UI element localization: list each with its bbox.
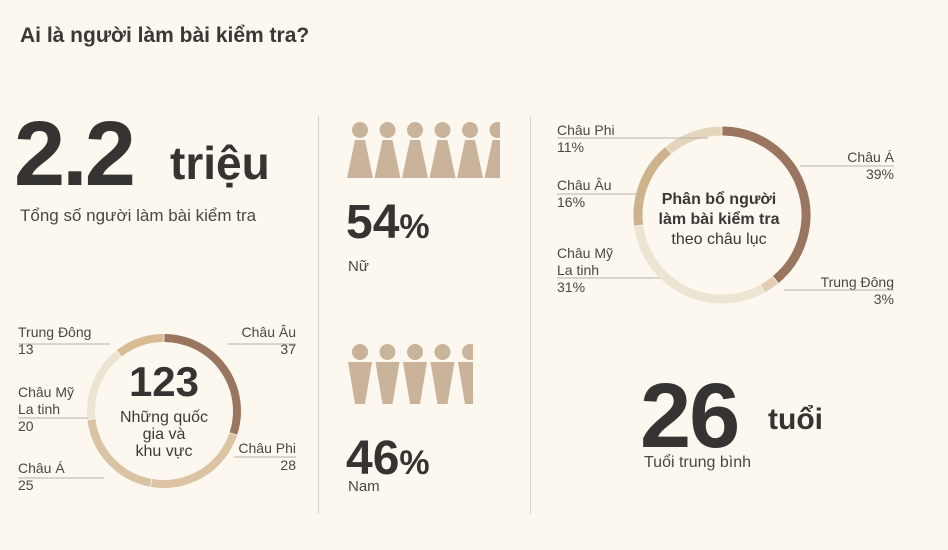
female-value: 54% — [346, 196, 430, 254]
left-label-europe-name: Châu Âu — [241, 324, 296, 340]
left-ring-slice-africa — [150, 432, 237, 488]
left-ring-center-value: 123 — [128, 358, 200, 405]
left-ring-caption-line2: gia và — [142, 426, 186, 443]
right-label-latam-name2: La tinh — [557, 262, 600, 278]
male-value-number: 46 — [346, 432, 400, 485]
left-label-asia-value: 25 — [18, 477, 34, 493]
right-label-asia: Châu Á 39% — [834, 149, 894, 183]
left-ring-slice-europe — [164, 334, 241, 435]
left-label-latam-name1: Châu Mỹ — [18, 384, 75, 400]
male-figure-icon — [430, 344, 455, 404]
right-label-middle-east-value: 3% — [873, 291, 894, 307]
right-ring-caption-line3: theo châu lục — [671, 231, 767, 248]
left-label-europe: Châu Âu 37 — [240, 324, 296, 358]
right-ring-slice-latam — [634, 225, 765, 304]
male-figure-icon — [403, 344, 427, 404]
total-value: 2.2 — [14, 103, 136, 205]
female-figure-icon — [374, 122, 401, 178]
left-label-africa-value: 28 — [280, 457, 296, 473]
page-title: Ai là người làm bài kiểm tra? — [20, 24, 310, 47]
divider-right — [530, 116, 531, 514]
male-figure-icon — [458, 344, 473, 404]
left-ring-caption-line1: Những quốc — [119, 409, 209, 426]
age-value: 26 — [640, 365, 740, 467]
male-figure-icon — [348, 344, 372, 404]
left-ring-slice-middle-east — [116, 334, 164, 357]
female-figure-icon — [484, 122, 500, 178]
right-label-latam: Châu Mỹ La tinh 31% — [557, 245, 613, 296]
left-ring-caption-line3: khu vực — [135, 443, 193, 460]
right-ring-slice-middle-east — [760, 276, 779, 293]
left-label-asia-name: Châu Á — [18, 460, 65, 476]
right-ring-center-caption: Phân bổ người làm bài kiểm tra theo châu… — [644, 190, 794, 250]
right-ring-slice-asia — [722, 126, 811, 283]
left-label-asia: Châu Á 25 — [18, 460, 65, 494]
right-label-europe-value: 16% — [557, 194, 586, 210]
right-label-africa: Châu Phi 11% — [557, 122, 615, 156]
female-value-pct: % — [399, 208, 430, 246]
female-figure-icon — [402, 122, 428, 178]
left-label-europe-value: 37 — [280, 341, 296, 357]
left-label-middle-east-name: Trung Đông — [18, 324, 92, 340]
male-label: Nam — [348, 478, 380, 495]
right-label-africa-value: 11% — [557, 139, 584, 155]
left-label-latam: Châu Mỹ La tinh 20 — [18, 384, 74, 435]
right-ring-caption-line1: Phân bổ người — [661, 191, 777, 208]
right-ring-slice-africa — [665, 126, 722, 154]
left-ring-center-caption: Những quốc gia và khu vực — [104, 409, 224, 460]
left-label-middle-east-value: 13 — [18, 341, 34, 357]
age-caption: Tuổi trung bình — [644, 454, 752, 471]
total-caption: Tổng số người làm bài kiểm tra — [20, 206, 257, 225]
male-value-pct: % — [399, 444, 430, 482]
left-ring-slice-asia — [87, 419, 152, 487]
female-figure-icon — [347, 122, 373, 178]
right-label-asia-value: 39% — [865, 166, 894, 182]
left-label-latam-name2: La tinh — [18, 401, 61, 417]
female-value-number: 54 — [346, 196, 400, 249]
divider-left — [318, 116, 319, 514]
right-label-asia-name: Châu Á — [847, 149, 894, 165]
right-label-middle-east: Trung Đông 3% — [804, 274, 894, 308]
total-unit: triệu — [170, 137, 270, 189]
female-figure-icon — [457, 122, 483, 178]
female-label: Nữ — [348, 258, 369, 275]
left-label-africa-name: Châu Phi — [238, 440, 296, 456]
right-label-latam-name1: Châu Mỹ — [557, 245, 614, 261]
male-value: 46% — [346, 432, 430, 490]
right-label-middle-east-name: Trung Đông — [820, 274, 894, 290]
female-figure-icon — [429, 122, 456, 178]
right-label-africa-name: Châu Phi — [557, 122, 615, 138]
right-ring-caption-line2: làm bài kiểm tra — [658, 211, 780, 228]
left-label-africa: Châu Phi 28 — [232, 440, 296, 474]
left-label-latam-value: 20 — [18, 418, 34, 434]
right-ring-slice-europe — [633, 147, 672, 226]
left-label-middle-east: Trung Đông 13 — [18, 324, 91, 358]
right-label-europe: Châu Âu 16% — [557, 177, 611, 211]
right-label-europe-name: Châu Âu — [557, 177, 612, 193]
left-ring-slice-latam — [87, 350, 122, 420]
age-unit: tuổi — [768, 403, 823, 436]
right-label-latam-value: 31% — [557, 279, 586, 295]
male-figure-icon — [375, 344, 400, 404]
